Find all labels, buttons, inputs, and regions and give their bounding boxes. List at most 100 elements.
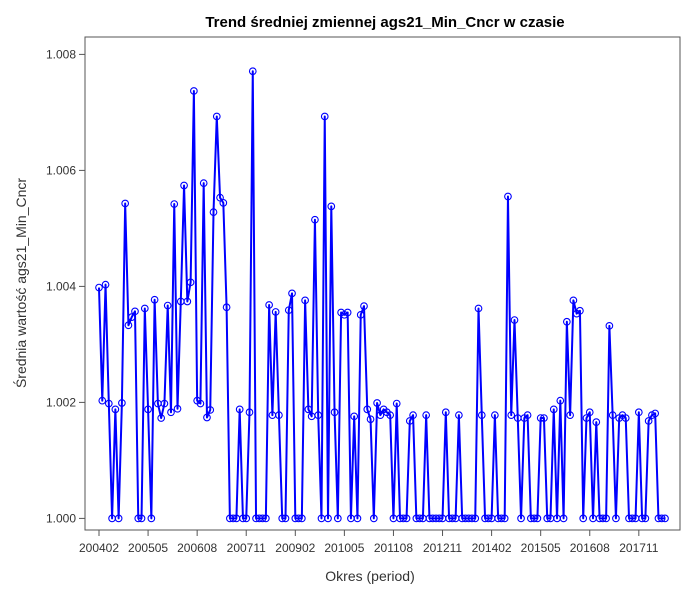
data-point (134, 514, 143, 523)
data-point (504, 192, 512, 201)
x-tick-label: 200711 (227, 541, 266, 555)
data-point (163, 301, 172, 310)
y-tick-label: 1.002 (46, 395, 76, 409)
data-point (598, 514, 607, 523)
data-point (363, 405, 372, 414)
data-point (592, 418, 601, 426)
data-point (405, 417, 414, 425)
data-point (641, 514, 650, 523)
plot-area-frame (84, 36, 681, 531)
data-point (497, 514, 506, 523)
data-point (114, 514, 123, 523)
data-point (95, 283, 103, 292)
data-point (170, 200, 179, 208)
data-point (183, 297, 192, 306)
data-point (441, 408, 450, 417)
data-point (559, 514, 568, 523)
data-point (111, 405, 120, 414)
data-point (104, 399, 113, 408)
data-point (271, 308, 280, 316)
data-point (579, 514, 588, 523)
data-point (265, 301, 273, 309)
data-point (147, 514, 156, 523)
data-point (327, 202, 336, 211)
data-point (530, 514, 538, 523)
y-axis-label: Średnia wartość ags21_Min_Cncr (12, 178, 29, 388)
data-point (284, 306, 293, 315)
data-point (605, 321, 614, 330)
data-point (507, 411, 516, 420)
data-point (576, 306, 584, 315)
data-point (121, 199, 130, 208)
data-point (376, 411, 385, 420)
data-point (131, 307, 139, 316)
data-point (314, 411, 323, 420)
data-point (356, 310, 365, 319)
data-point (373, 399, 381, 407)
y-tick-label: 1.004 (46, 279, 76, 293)
data-point (245, 408, 254, 417)
data-point (160, 399, 169, 408)
data-point (101, 280, 110, 289)
data-point (222, 303, 231, 312)
data-point (196, 399, 205, 408)
x-tick-label: 200505 (128, 541, 168, 555)
data-point (127, 313, 136, 321)
x-tick-label: 201211 (423, 541, 462, 555)
data-point (638, 514, 646, 523)
data-point (540, 414, 548, 422)
data-point (311, 215, 319, 224)
data-point (304, 405, 313, 414)
data-point (209, 208, 218, 217)
chart-title: Trend średniej zmiennej ags21_Min_Cncr w… (205, 14, 564, 31)
data-point (324, 514, 332, 523)
x-tick-label: 201711 (619, 541, 658, 555)
data-point (536, 414, 545, 422)
data-point (474, 304, 483, 313)
data-point (98, 396, 107, 405)
data-point (180, 181, 188, 190)
data-point (471, 514, 480, 523)
y-tick-label: 1.008 (46, 47, 76, 61)
data-point (235, 405, 244, 414)
data-point (150, 295, 159, 304)
x-axis: 200402 200505 200608 200711 200902 201005 2011… (79, 530, 659, 555)
data-point (477, 411, 486, 420)
data-point (484, 514, 493, 523)
data-point (140, 304, 149, 313)
data-point (523, 411, 532, 420)
data-point (500, 514, 509, 523)
data-point (350, 412, 359, 421)
data-point (415, 514, 424, 523)
data-point (366, 415, 375, 424)
data-point (239, 514, 247, 523)
data-point (333, 514, 342, 523)
data-point (262, 514, 270, 523)
data-point (190, 87, 198, 95)
x-tick-label: 201108 (374, 541, 413, 555)
data-point (634, 408, 643, 417)
data-point (602, 514, 610, 523)
data-point (167, 408, 175, 417)
data-point (199, 179, 208, 188)
x-tick-label: 201505 (521, 541, 561, 555)
data-point (392, 399, 401, 408)
data-point (491, 411, 499, 420)
data-point (562, 317, 571, 326)
data-point (543, 514, 552, 523)
data-point (353, 514, 362, 523)
data-point (288, 289, 296, 298)
data-point (124, 321, 133, 330)
data-point (569, 296, 578, 305)
data-point (275, 411, 283, 420)
data-point (203, 413, 211, 422)
data-point (186, 278, 195, 287)
data-point (118, 399, 126, 407)
data-point (360, 302, 368, 310)
data-point (157, 414, 166, 422)
x-tick-label: 201608 (570, 541, 610, 555)
data-point (409, 411, 417, 420)
data-point (657, 514, 666, 523)
data-point (549, 405, 558, 414)
series-layer (95, 67, 669, 523)
